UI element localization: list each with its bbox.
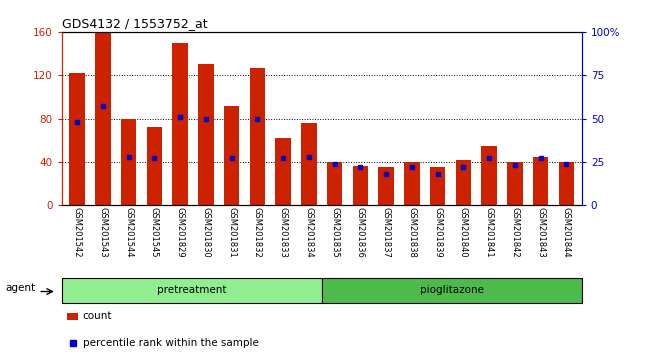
Bar [250,68,265,205]
Bar [70,73,85,205]
Text: GSM201542: GSM201542 [73,207,82,258]
Text: GSM201839: GSM201839 [433,207,442,258]
Text: GSM201830: GSM201830 [202,207,211,258]
Bar [353,166,368,205]
Bar [378,167,394,205]
Text: GSM201545: GSM201545 [150,207,159,258]
Bar [276,138,291,205]
Bar [224,105,239,205]
Text: agent: agent [5,283,35,293]
Text: GDS4132 / 1553752_at: GDS4132 / 1553752_at [62,17,207,30]
Text: GSM201844: GSM201844 [562,207,571,258]
Text: GSM201833: GSM201833 [279,207,288,258]
Text: pretreatment: pretreatment [157,285,226,295]
Text: GSM201831: GSM201831 [227,207,236,258]
Bar [558,162,574,205]
Text: GSM201841: GSM201841 [485,207,493,258]
Bar [301,123,317,205]
Text: GSM201836: GSM201836 [356,207,365,258]
Text: GSM201829: GSM201829 [176,207,185,258]
Bar [404,162,419,205]
Text: GSM201840: GSM201840 [459,207,468,258]
Bar [327,162,343,205]
Bar [482,146,497,205]
Text: GSM201835: GSM201835 [330,207,339,258]
Bar [430,167,445,205]
Bar [95,33,110,205]
Text: GSM201544: GSM201544 [124,207,133,258]
Bar [198,64,214,205]
Text: GSM201834: GSM201834 [304,207,313,258]
Bar [456,160,471,205]
Bar [172,43,188,205]
Text: count: count [83,311,112,321]
Bar [507,162,523,205]
Bar [147,127,162,205]
Text: GSM201842: GSM201842 [510,207,519,258]
Bar [67,313,79,320]
Text: GSM201543: GSM201543 [98,207,107,258]
Bar [121,119,136,205]
Text: pioglitazone: pioglitazone [420,285,484,295]
Bar [533,156,549,205]
Text: percentile rank within the sample: percentile rank within the sample [83,338,259,348]
Bar [62,278,322,303]
Text: GSM201837: GSM201837 [382,207,391,258]
Bar [322,278,582,303]
Text: GSM201832: GSM201832 [253,207,262,258]
Text: GSM201838: GSM201838 [408,207,417,258]
Text: GSM201843: GSM201843 [536,207,545,258]
